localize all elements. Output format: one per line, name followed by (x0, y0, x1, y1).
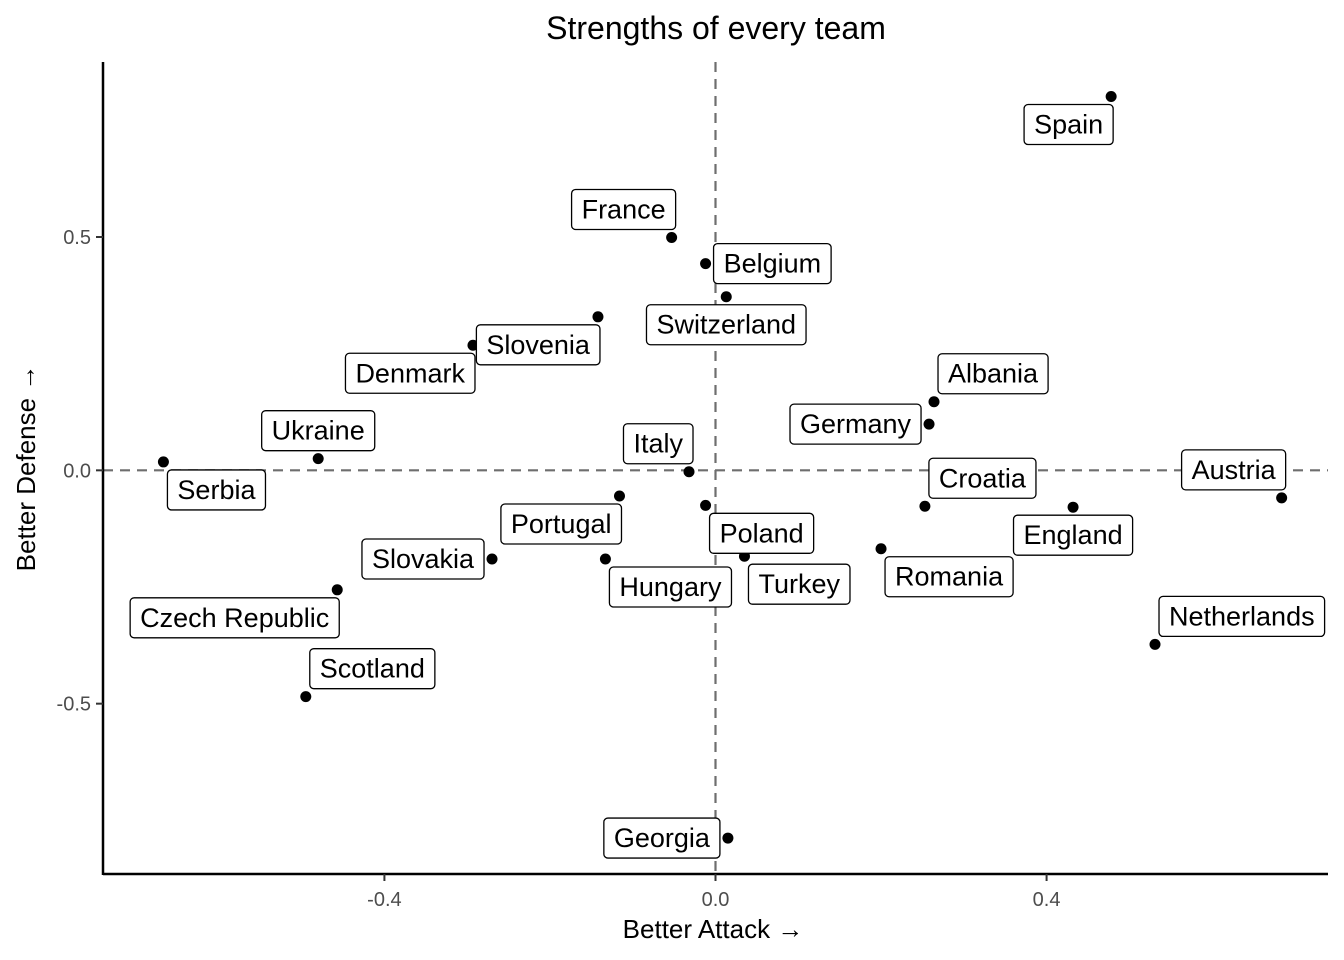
data-point (700, 258, 712, 270)
point-label-box (500, 503, 623, 545)
data-point (666, 231, 678, 243)
data-point (613, 490, 625, 502)
y-tick-label: 0.5 (63, 227, 91, 249)
point-label: France (582, 194, 666, 224)
data-point (683, 466, 695, 478)
point-label-box (712, 242, 832, 285)
point-label: Austria (1192, 455, 1277, 485)
data-points (157, 91, 1288, 844)
point-label: Georgia (614, 823, 711, 853)
point-label-box (166, 469, 267, 511)
data-point (1105, 91, 1117, 103)
point-label-box (708, 512, 815, 554)
y-axis-title: Better Defense → (11, 365, 41, 572)
y-tick-label: 0.0 (63, 460, 91, 482)
point-label: Czech Republic (140, 603, 329, 633)
point-label-box (622, 423, 694, 465)
data-point (928, 396, 940, 408)
x-tick-label: 0.0 (702, 889, 730, 911)
point-label-box (361, 538, 485, 580)
point-label-box (1158, 595, 1326, 638)
point-label: Italy (633, 429, 683, 459)
point-label-box (937, 353, 1049, 395)
point-label: Slovenia (486, 330, 591, 360)
data-point (312, 453, 324, 465)
point-label-box (309, 648, 436, 690)
data-point (720, 291, 732, 303)
data-point (592, 311, 604, 323)
point-label-box (344, 352, 476, 394)
point-label-box (1023, 103, 1114, 146)
data-point (919, 500, 931, 512)
point-label: Poland (720, 518, 804, 548)
point-label-box (1012, 514, 1134, 556)
point-label: Hungary (619, 572, 722, 602)
point-label: England (1024, 520, 1123, 550)
point-label: Belgium (724, 249, 822, 279)
point-label-box (129, 597, 340, 639)
point-label: Croatia (939, 463, 1027, 493)
point-label-box (570, 188, 677, 231)
data-point (1276, 492, 1288, 504)
point-label: Turkey (758, 569, 840, 599)
data-point (157, 456, 169, 468)
point-label-box (603, 817, 721, 859)
x-tick-label: -0.4 (367, 889, 401, 911)
data-point (300, 691, 312, 703)
x-axis-title: Better Attack → (623, 914, 804, 944)
data-point (467, 339, 479, 351)
y-tick-label: -0.5 (57, 694, 91, 716)
point-label-box (747, 563, 851, 605)
point-label: Spain (1034, 110, 1103, 140)
point-label: Slovakia (372, 544, 475, 574)
point-label-box (261, 410, 376, 452)
x-axis: -0.4 0.0 0.4 (103, 872, 1328, 911)
point-label: Ukraine (272, 416, 365, 446)
point-label: Netherlands (1169, 601, 1315, 631)
point-label-box (1180, 449, 1287, 491)
point-label: Switzerland (656, 310, 796, 340)
point-label: Romania (895, 562, 1004, 592)
data-point (331, 584, 343, 596)
point-label-box (608, 566, 733, 608)
data-point (875, 543, 887, 555)
data-point (700, 499, 712, 511)
chart-title: Strengths of every team (546, 10, 886, 46)
data-point (722, 832, 734, 844)
point-label: Scotland (320, 654, 425, 684)
point-label-box (928, 457, 1037, 499)
point-label: Serbia (177, 475, 256, 505)
x-tick-label: 0.4 (1033, 889, 1061, 911)
data-point (599, 553, 611, 565)
plot-area: Spain France Belgium Switzerland Slovenia Den… (103, 62, 1328, 874)
point-label: Albania (948, 359, 1039, 389)
y-axis: -0.5 0.0 0.5 (57, 62, 105, 875)
data-point (1067, 501, 1079, 513)
point-label-box (884, 556, 1014, 598)
data-point (923, 418, 935, 430)
point-label-box (789, 403, 922, 445)
data-point (486, 553, 498, 565)
data-point (1149, 638, 1161, 650)
point-label-box (645, 304, 807, 346)
point-label-box (475, 324, 601, 366)
point-label: Denmark (355, 358, 465, 388)
point-label: Portugal (511, 509, 612, 539)
point-label: Germany (800, 409, 912, 439)
point-labels: Spain France Belgium Switzerland Slovenia Den… (129, 103, 1326, 859)
